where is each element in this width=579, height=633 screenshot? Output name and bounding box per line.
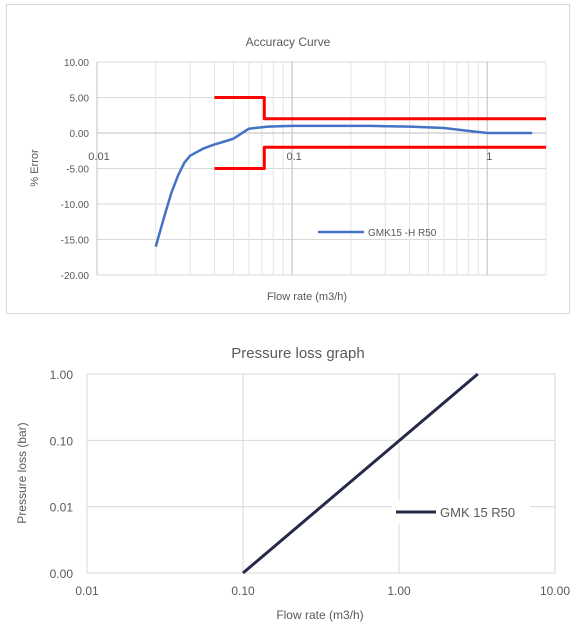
legend-label: GMK15 -H R50 (368, 228, 437, 239)
y-axis-title: Pressure loss (bar) (15, 422, 29, 523)
legend-label: GMK 15 R50 (440, 505, 515, 520)
accuracy-curve-chart: 10.00 5.00 0.00 -5.00 -10.00 -15.00 -20.00 0.01… (29, 35, 547, 303)
pressure-loss-panel: 1.00 0.10 0.01 0.00 0.01 0.10 1.00 10.00 Pressur… (0, 318, 579, 633)
x-tick-label: 1.00 (387, 584, 411, 598)
tolerance-limit-line (214, 96, 546, 121)
chart-title: Pressure loss graph (231, 345, 364, 362)
chart-title: Accuracy Curve (246, 35, 331, 49)
y-tick-label: 0.00 (70, 129, 90, 140)
x-tick-label: 10.00 (540, 584, 570, 598)
x-tick-label: 0.01 (75, 584, 99, 598)
data-series-line (242, 372, 479, 575)
y-tick-label: -10.00 (61, 200, 90, 211)
y-tick-label: -20.00 (61, 271, 90, 282)
y-tick-label: 1.00 (50, 368, 74, 382)
y-tick-label: -15.00 (61, 236, 90, 247)
x-tick-label: 0.1 (286, 151, 301, 163)
y-tick-label: 0.01 (50, 501, 74, 515)
pressure-loss-chart: 1.000.100.010.000.01 0.10 1.00 10.00Pressur… (15, 345, 570, 622)
y-tick-label: 0.10 (50, 434, 74, 448)
data-series-line (154, 124, 533, 247)
chart-frame (6, 4, 570, 314)
x-axis-title: Flow rate (m3/h) (267, 291, 347, 303)
y-tick-label: -5.00 (66, 165, 89, 176)
x-tick-label: 0.01 (88, 151, 109, 163)
y-axis-title: % Error (29, 149, 41, 187)
y-tick-label: 10.00 (64, 58, 89, 69)
x-tick-label: 0.10 (231, 584, 255, 598)
x-axis-title: Flow rate (m3/h) (276, 608, 363, 622)
x-tick-label: 1 (486, 151, 492, 163)
y-tick-label: 5.00 (70, 94, 90, 105)
accuracy-curve-panel: 10.00 5.00 0.00 -5.00 -10.00 -15.00 -20.00 0.01… (6, 4, 570, 314)
tolerance-limit-line (214, 145, 546, 170)
y-tick-label: 0.00 (50, 567, 74, 581)
